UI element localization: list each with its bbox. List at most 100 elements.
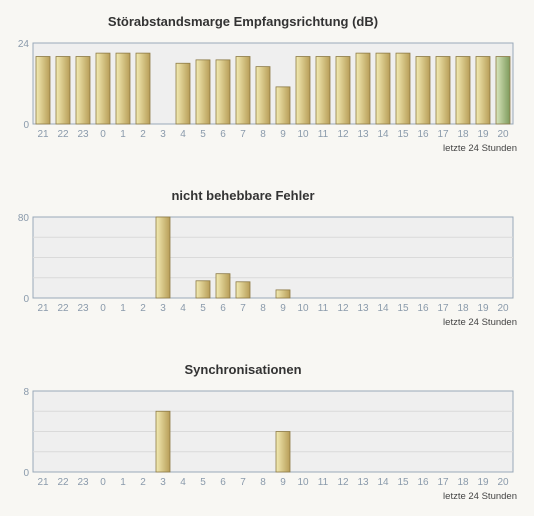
x-tick-label: 0 bbox=[100, 477, 106, 488]
x-tick-label: 4 bbox=[180, 303, 186, 314]
bar bbox=[75, 56, 91, 125]
x-tick-label: 17 bbox=[437, 477, 449, 488]
x-tick-label: 2 bbox=[140, 303, 146, 314]
bar bbox=[395, 52, 411, 125]
bar bbox=[455, 56, 471, 125]
x-tick-label: 8 bbox=[260, 303, 266, 314]
x-tick-label: 2 bbox=[140, 129, 146, 140]
bar bbox=[155, 410, 171, 473]
chart-title: nicht behebbare Fehler bbox=[171, 188, 314, 203]
x-tick-label: 10 bbox=[297, 303, 309, 314]
bar bbox=[35, 56, 51, 125]
bar bbox=[375, 52, 391, 125]
y-tick-label: 0 bbox=[23, 468, 29, 479]
x-tick-label: 1 bbox=[120, 303, 126, 314]
x-tick-label: 9 bbox=[280, 129, 286, 140]
chart-title: Synchronisationen bbox=[184, 362, 301, 377]
x-tick-label: 14 bbox=[377, 303, 389, 314]
x-tick-label: 16 bbox=[417, 129, 429, 140]
bar bbox=[235, 56, 251, 125]
bar bbox=[195, 280, 211, 299]
bar bbox=[135, 52, 151, 125]
x-tick-label: 0 bbox=[100, 303, 106, 314]
y-tick-label: 8 bbox=[23, 387, 29, 398]
x-tick-label: 18 bbox=[457, 303, 469, 314]
x-tick-label: 11 bbox=[318, 303, 329, 314]
x-tick-label: 1 bbox=[120, 129, 126, 140]
x-tick-label: 4 bbox=[180, 477, 186, 488]
y-tick-label: 24 bbox=[18, 39, 30, 50]
x-tick-label: 3 bbox=[160, 303, 166, 314]
x-tick-label: 14 bbox=[377, 477, 389, 488]
bar bbox=[175, 62, 191, 125]
x-tick-label: 19 bbox=[477, 303, 489, 314]
bar bbox=[475, 56, 491, 125]
x-tick-label: 19 bbox=[477, 477, 489, 488]
x-tick-label: 20 bbox=[497, 303, 509, 314]
bar bbox=[275, 289, 291, 299]
x-tick-label: 2 bbox=[140, 477, 146, 488]
x-tick-label: 15 bbox=[397, 303, 409, 314]
x-tick-label: 12 bbox=[337, 129, 349, 140]
x-tick-label: 6 bbox=[220, 129, 226, 140]
bar bbox=[55, 56, 71, 125]
x-tick-label: 23 bbox=[77, 477, 89, 488]
bar bbox=[215, 273, 231, 299]
x-tick-label: 15 bbox=[397, 129, 409, 140]
x-axis-label: letzte 24 Stunden bbox=[443, 143, 517, 154]
x-tick-label: 22 bbox=[57, 303, 69, 314]
bar bbox=[335, 56, 351, 125]
x-tick-label: 17 bbox=[437, 129, 449, 140]
x-tick-label: 23 bbox=[77, 129, 89, 140]
x-tick-label: 9 bbox=[280, 477, 286, 488]
x-tick-label: 21 bbox=[37, 129, 49, 140]
x-tick-label: 8 bbox=[260, 129, 266, 140]
bar bbox=[95, 52, 111, 125]
x-tick-label: 10 bbox=[297, 129, 309, 140]
bar bbox=[255, 66, 271, 125]
y-tick-label: 0 bbox=[23, 294, 29, 305]
bar bbox=[235, 281, 251, 299]
bar bbox=[155, 216, 171, 299]
x-tick-label: 17 bbox=[437, 303, 449, 314]
x-tick-label: 22 bbox=[57, 477, 69, 488]
x-tick-label: 8 bbox=[260, 477, 266, 488]
bar bbox=[415, 56, 431, 125]
x-tick-label: 14 bbox=[377, 129, 389, 140]
x-tick-label: 5 bbox=[200, 129, 206, 140]
x-tick-label: 3 bbox=[160, 477, 166, 488]
x-tick-label: 12 bbox=[337, 303, 349, 314]
x-tick-label: 11 bbox=[318, 477, 329, 488]
bar bbox=[275, 431, 291, 473]
bar bbox=[275, 86, 291, 125]
x-tick-label: 5 bbox=[200, 477, 206, 488]
bar bbox=[435, 56, 451, 125]
x-tick-label: 20 bbox=[497, 129, 509, 140]
bar bbox=[315, 56, 331, 125]
x-axis-label: letzte 24 Stunden bbox=[443, 491, 517, 502]
bar bbox=[495, 56, 511, 125]
bar bbox=[115, 52, 131, 125]
chart-title: Störabstandsmarge Empfangsrichtung (dB) bbox=[108, 14, 378, 29]
x-tick-label: 23 bbox=[77, 303, 89, 314]
x-tick-label: 1 bbox=[120, 477, 126, 488]
x-tick-label: 7 bbox=[240, 477, 246, 488]
x-tick-label: 4 bbox=[180, 129, 186, 140]
y-tick-label: 0 bbox=[23, 120, 29, 131]
plot-area bbox=[32, 42, 514, 125]
x-tick-label: 9 bbox=[280, 303, 286, 314]
bar bbox=[295, 56, 311, 125]
chart-1: Störabstandsmarge Empfangsrichtung (dB) 2… bbox=[18, 14, 517, 154]
x-tick-label: 13 bbox=[357, 303, 369, 314]
x-tick-label: 22 bbox=[57, 129, 69, 140]
x-tick-label: 18 bbox=[457, 129, 469, 140]
bar bbox=[195, 59, 211, 125]
x-tick-label: 13 bbox=[357, 129, 369, 140]
x-tick-label: 11 bbox=[318, 129, 329, 140]
x-tick-label: 15 bbox=[397, 477, 409, 488]
bar bbox=[215, 59, 231, 125]
x-tick-label: 0 bbox=[100, 129, 106, 140]
